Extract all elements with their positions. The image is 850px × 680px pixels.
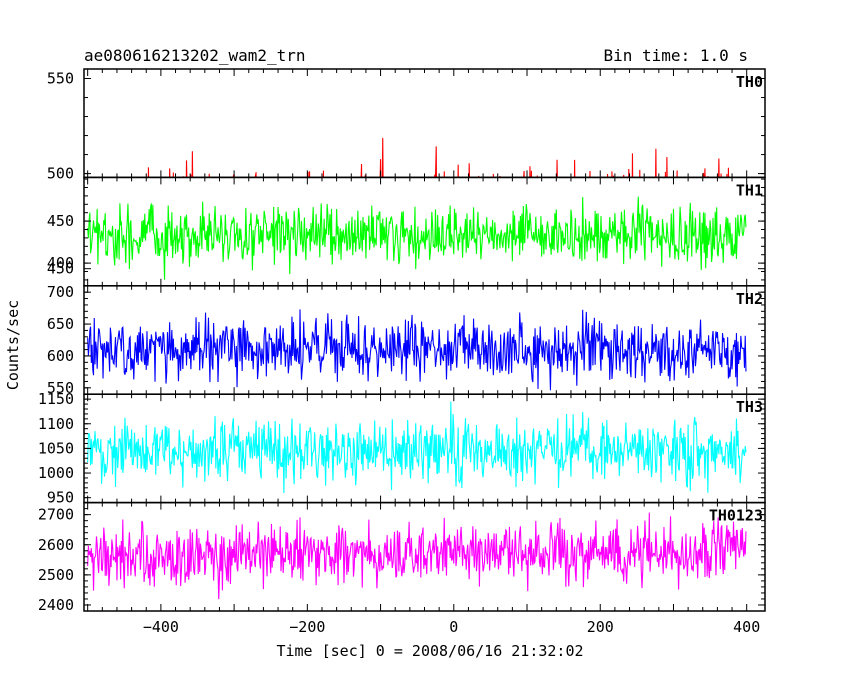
series-th0123-line [87,512,747,600]
x-tick-label: 200 [587,618,614,636]
y-tick-label: 950 [47,489,74,507]
series-th2-line [87,309,747,391]
y-tick-label: 1050 [38,439,74,457]
y-tick-label: 550 [47,379,74,397]
y-tick-label: 1100 [38,415,74,433]
panel-label-th2: TH2 [736,290,763,308]
y-tick-label: 700 [47,283,74,301]
plot-title: ae080616213202_wam2_trn [84,46,306,65]
y-tick-label: 2700 [38,506,74,524]
y-tick-label: 2600 [38,536,74,554]
y-tick-label: 450 [47,260,74,278]
y-tick-label: 650 [47,315,74,333]
panels-group: TH0450500550TH1400450TH2550600650700TH39… [38,68,766,636]
x-tick-label: −200 [289,618,325,636]
y-tick-label: 2500 [38,566,74,584]
x-tick-label: 400 [733,618,760,636]
panel-label-th0: TH0 [736,73,763,91]
y-tick-label: 600 [47,347,74,365]
y-tick-label: 400 [47,254,74,272]
y-axis-title: Counts/sec [4,300,22,390]
y-tick-label: 2400 [38,596,74,614]
panel-label-th1: TH1 [736,181,763,199]
panel-frame-th1 [83,176,766,287]
y-tick-label: 500 [47,165,74,183]
x-tick-label: −400 [143,618,179,636]
x-axis-title: Time [sec] 0 = 2008/06/16 21:32:02 [276,642,583,660]
y-tick-label: 450 [47,212,74,230]
panel-label-th0123: TH0123 [709,507,763,525]
y-tick-label: 1000 [38,464,74,482]
panel-label-th3: TH3 [736,398,763,416]
x-tick-label: 0 [449,618,458,636]
bin-time-label: Bin time: 1.0 s [604,46,749,65]
y-tick-label: 550 [47,70,74,88]
series-th3-line [87,401,747,494]
series-th1-line [87,196,747,280]
y-tick-label: 1150 [38,390,74,408]
